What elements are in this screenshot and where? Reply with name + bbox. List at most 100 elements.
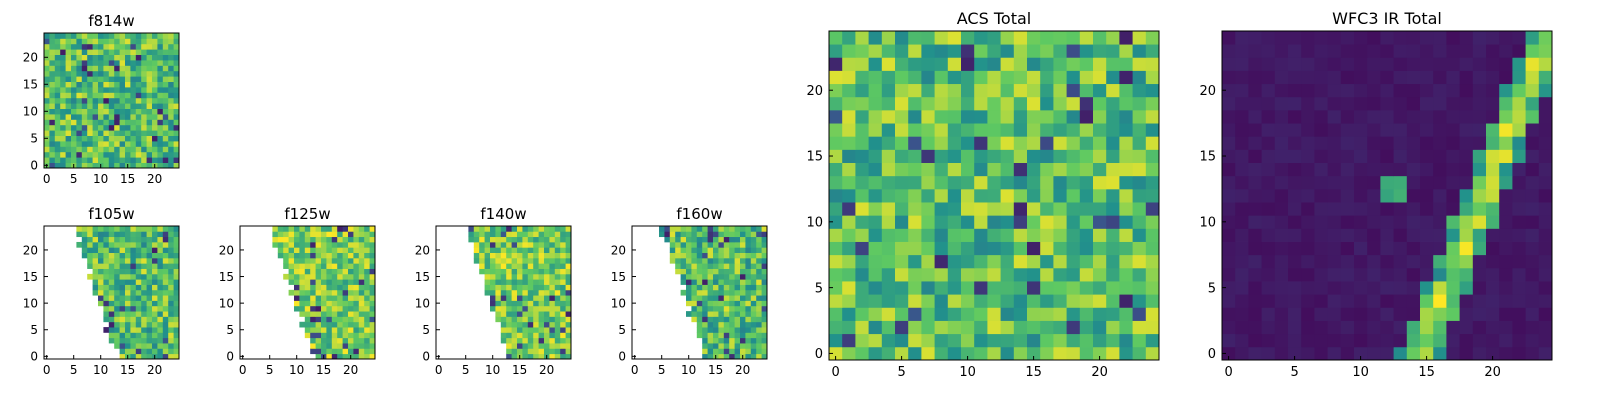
heatmap-cell xyxy=(1106,333,1120,348)
heatmap-cell xyxy=(1538,254,1553,269)
heatmap-cell xyxy=(1248,31,1262,45)
heatmap-cell xyxy=(855,136,869,150)
heatmap-cell xyxy=(1301,149,1315,163)
heatmap-cell xyxy=(479,257,485,264)
heatmap-cell xyxy=(1486,320,1500,335)
heatmap-cell xyxy=(364,295,370,301)
heatmap-cell xyxy=(511,284,518,291)
heatmap-cell xyxy=(130,157,137,163)
heatmap-cell xyxy=(315,257,322,264)
heatmap-cell xyxy=(173,151,180,158)
heatmap-cell xyxy=(734,353,741,360)
heatmap-cell xyxy=(299,295,306,301)
heatmap-cell xyxy=(908,307,922,321)
heatmap-cell xyxy=(961,215,975,229)
heatmap-cell xyxy=(1486,96,1500,111)
heatmap-cell xyxy=(135,321,142,328)
heatmap-cell xyxy=(162,284,169,291)
heatmap-cell xyxy=(310,247,316,253)
heatmap-cell xyxy=(517,337,523,344)
heatmap-cell xyxy=(98,124,104,131)
heatmap-cell xyxy=(1433,123,1447,137)
heatmap-cell xyxy=(1000,123,1015,137)
heatmap-cell xyxy=(490,279,496,285)
heatmap-cell xyxy=(554,284,561,291)
heatmap-cell xyxy=(511,348,518,355)
heatmap-cell xyxy=(1538,215,1553,229)
heatmap-cell xyxy=(125,231,131,238)
heatmap-cell xyxy=(829,254,843,269)
heatmap-cell xyxy=(1119,188,1133,203)
heatmap-cell xyxy=(713,311,719,317)
heatmap-cell xyxy=(1420,294,1434,308)
heatmap-cell xyxy=(108,337,115,344)
heatmap-cell xyxy=(92,241,99,248)
heatmap-cell xyxy=(162,130,169,136)
heatmap-cell xyxy=(517,263,523,269)
heatmap-cell xyxy=(1093,294,1107,308)
heatmap-cell xyxy=(723,348,730,355)
x-tick-label: 20 xyxy=(735,363,750,377)
heatmap-cell xyxy=(895,57,909,71)
heatmap-cell xyxy=(1288,346,1302,361)
heatmap-cell xyxy=(152,311,158,317)
heatmap-cell xyxy=(1079,31,1094,45)
heatmap-cell xyxy=(173,108,180,115)
x-tick-label: 0 xyxy=(239,363,247,377)
heatmap-cell xyxy=(560,332,566,339)
heatmap-cells xyxy=(659,226,768,360)
y-tick-label: 5 xyxy=(618,323,626,337)
heatmap-cell xyxy=(538,305,545,312)
heatmap-cell xyxy=(92,38,99,45)
heatmap-cell xyxy=(1261,241,1276,256)
heatmap-cell xyxy=(1235,31,1249,45)
heatmap-cell xyxy=(326,268,333,275)
heatmap-cell xyxy=(1499,57,1513,71)
heatmap-cell xyxy=(473,236,480,243)
heatmap-cell xyxy=(141,124,147,131)
heatmap-cell xyxy=(675,252,681,259)
heatmap-cell xyxy=(119,353,126,360)
heatmap-cell xyxy=(141,65,147,72)
heatmap-cell xyxy=(881,70,896,85)
heatmap-cell xyxy=(554,332,561,339)
heatmap-cell xyxy=(337,353,343,360)
heatmap-cell xyxy=(60,130,66,136)
heatmap-cell xyxy=(337,284,343,291)
heatmap-cell xyxy=(565,348,572,355)
heatmap-cell xyxy=(554,236,561,243)
heatmap-cell xyxy=(1248,44,1262,58)
heatmap-cell xyxy=(718,353,725,360)
heatmap-cell xyxy=(1027,202,1041,216)
heatmap-cell xyxy=(157,337,164,344)
x-tick-label: 0 xyxy=(43,172,51,186)
heatmap-cell xyxy=(718,268,725,275)
heatmap-cell xyxy=(108,311,115,317)
heatmap-cell xyxy=(1066,307,1081,321)
heatmap-cell xyxy=(664,236,671,243)
heatmap-cell xyxy=(168,76,174,82)
heatmap-cell xyxy=(173,157,180,163)
heatmap-cell xyxy=(908,228,922,242)
heatmap-cell xyxy=(554,231,561,238)
heatmap-cell xyxy=(881,44,896,58)
heatmap-cell xyxy=(304,295,311,301)
heatmap-cell xyxy=(1261,320,1276,335)
heatmap-cell xyxy=(1248,267,1262,282)
heatmap-cell xyxy=(114,226,120,232)
heatmap-cell xyxy=(1288,228,1302,242)
heatmap-cell xyxy=(1446,149,1460,163)
heatmap-cell xyxy=(1486,109,1500,124)
heatmap-cell xyxy=(1499,44,1513,58)
heatmap-cell xyxy=(125,146,131,153)
heatmap-cell xyxy=(1512,96,1526,111)
heatmap-cell xyxy=(294,300,300,307)
heatmap-cell xyxy=(538,252,545,259)
heatmap-cell xyxy=(713,247,719,253)
heatmap-cell xyxy=(1066,136,1081,150)
heatmap-cell xyxy=(473,252,480,259)
heatmap-cell xyxy=(125,226,131,232)
heatmap-cell xyxy=(961,57,975,71)
heatmap-cell xyxy=(119,157,126,163)
heatmap-cell xyxy=(130,300,137,307)
